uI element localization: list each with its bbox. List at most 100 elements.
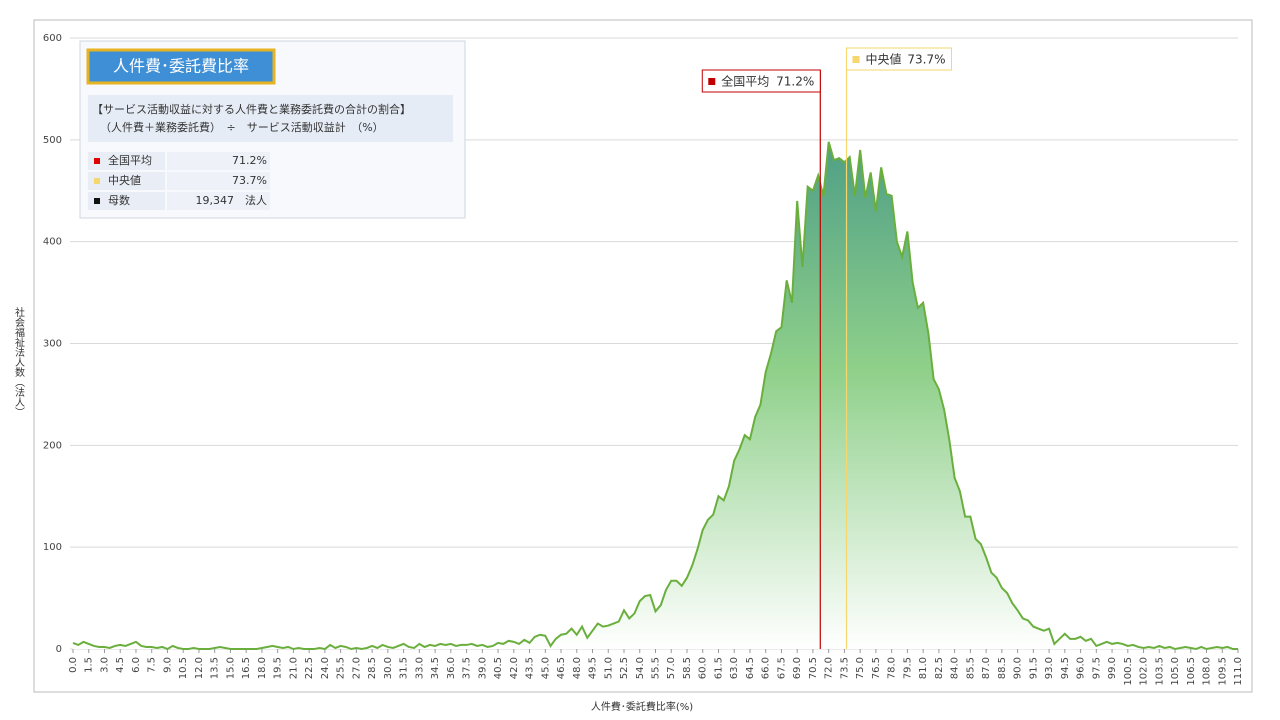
x-tick-label: 34.5: [430, 657, 441, 679]
x-tick-label: 102.0: [1139, 657, 1150, 686]
reference-label: 全国平均: [721, 74, 769, 89]
x-tick-label: 18.0: [257, 657, 268, 679]
x-tick-label: 75.0: [855, 657, 866, 679]
x-tick-label: 12.0: [194, 657, 205, 679]
info-row-swatch: [94, 198, 100, 204]
line: [72, 141, 1238, 651]
x-tick-label: 85.5: [965, 657, 976, 679]
x-axis-label: 人件費･委託費比率(%): [591, 700, 693, 713]
x-tick-label: 19.5: [273, 657, 284, 679]
y-tick-label: 400: [43, 237, 62, 248]
info-row-value-bg: [167, 152, 270, 170]
x-tick-label: 48.0: [572, 657, 583, 679]
x-tick-label: 21.0: [288, 657, 299, 679]
info-row-label: 母数: [108, 194, 130, 207]
x-tick-label: 93.0: [1044, 657, 1055, 679]
info-row-value: 71.2%: [232, 154, 267, 167]
info-row-label: 全国平均: [108, 153, 152, 167]
y-tick-label: 600: [43, 33, 62, 44]
x-tick-label: 49.5: [588, 657, 599, 679]
y-axis-label: 社会福祉法人数（法人）: [13, 306, 25, 417]
x-tick-label: 72.0: [824, 657, 835, 679]
x-tick-label: 94.5: [1060, 657, 1071, 679]
reference-label-box: [846, 47, 953, 71]
x-tick-label: 46.5: [556, 657, 567, 679]
info-row-label: 中央値: [108, 174, 141, 187]
x-tick-label: 87.0: [981, 657, 992, 679]
x-tick-label: 67.5: [776, 657, 787, 679]
x-tick-label: 76.5: [871, 657, 882, 679]
info-title-badge: [86, 48, 276, 85]
x-tick-label: 31.5: [399, 657, 410, 679]
x-tick-label: 78.0: [887, 657, 898, 679]
reference-swatch: [852, 56, 860, 63]
x-tick-label: 25.5: [336, 657, 347, 679]
x-tick-label: 108.0: [1202, 657, 1213, 686]
x-tick-label: 73.5: [839, 657, 850, 679]
x-tick-label: 40.5: [493, 657, 504, 679]
x-tick-label: 27.0: [351, 657, 362, 679]
x-tick-label: 66.0: [761, 657, 772, 679]
y-tick-label: 100: [43, 542, 62, 553]
info-description-band: [88, 95, 453, 142]
y-tick-label: 0: [56, 644, 62, 655]
x-tick-label: 60.0: [698, 657, 709, 679]
info-row-value-bg: [167, 172, 270, 190]
x-tick-label: 1.5: [84, 657, 95, 673]
reference-label: 中央値: [866, 52, 902, 67]
info-row-value: 19,347 法人: [196, 193, 268, 207]
x-tick-label: 91.5: [1028, 657, 1039, 679]
info-description: （人件費＋業務委託費） ÷ サービス活動収益計 （%）: [100, 120, 384, 134]
x-tick-label: 100.5: [1123, 657, 1134, 686]
x-tick-label: 43.5: [525, 657, 536, 679]
info-row-label-bg: [88, 192, 165, 210]
x-tick-label: 42.0: [509, 657, 520, 679]
x-tick-label: 88.5: [997, 657, 1008, 679]
info-title: 人件費･委託費比率: [113, 57, 249, 76]
reference-label-box: [701, 69, 821, 93]
x-tick-label: 99.0: [1107, 657, 1118, 679]
reference-swatch: [708, 78, 716, 85]
x-tick-label: 36.0: [446, 657, 457, 679]
reference-value: 73.7%: [907, 53, 945, 67]
x-tick-label: 30.0: [383, 657, 394, 679]
x-tick-label: 9.0: [162, 657, 173, 673]
x-tick-label: 69.0: [792, 657, 803, 679]
x-tick-label: 61.5: [713, 657, 724, 679]
info-row-swatch: [94, 158, 100, 164]
info-row-value-bg: [167, 192, 270, 210]
x-tick-label: 7.5: [147, 657, 158, 673]
x-tick-label: 37.5: [462, 657, 473, 679]
x-tick-label: 90.0: [1013, 657, 1024, 679]
x-tick-label: 84.0: [950, 657, 961, 679]
x-tick-label: 111.0: [1233, 657, 1244, 686]
y-tick-label: 300: [43, 339, 62, 350]
info-row-label-bg: [88, 172, 165, 190]
x-tick-label: 70.5: [808, 657, 819, 679]
area: [73, 141, 1238, 649]
x-tick-label: 63.0: [729, 657, 740, 679]
info-row-swatch: [94, 178, 100, 184]
x-tick-label: 16.5: [241, 657, 252, 679]
x-tick-label: 0.0: [68, 657, 79, 673]
x-tick-label: 24.0: [320, 657, 331, 679]
x-tick-label: 79.5: [902, 657, 913, 679]
reference-value: 71.2%: [776, 75, 814, 89]
x-tick-label: 10.5: [178, 657, 189, 679]
x-tick-label: 103.5: [1154, 657, 1165, 686]
x-tick-label: 22.5: [304, 657, 315, 679]
x-tick-label: 28.5: [367, 657, 378, 679]
y-tick-label: 200: [43, 440, 62, 451]
info-row-label-bg: [88, 152, 165, 170]
x-tick-label: 109.5: [1217, 657, 1228, 686]
x-tick-label: 82.5: [934, 657, 945, 679]
x-tick-label: 4.5: [115, 657, 126, 673]
x-tick-label: 51.0: [603, 657, 614, 679]
x-tick-label: 6.0: [131, 657, 142, 673]
x-tick-label: 105.0: [1170, 657, 1181, 686]
x-tick-label: 3.0: [99, 657, 110, 673]
x-tick-label: 13.5: [210, 657, 221, 679]
x-tick-label: 81.0: [918, 657, 929, 679]
x-tick-label: 15.0: [225, 657, 236, 679]
